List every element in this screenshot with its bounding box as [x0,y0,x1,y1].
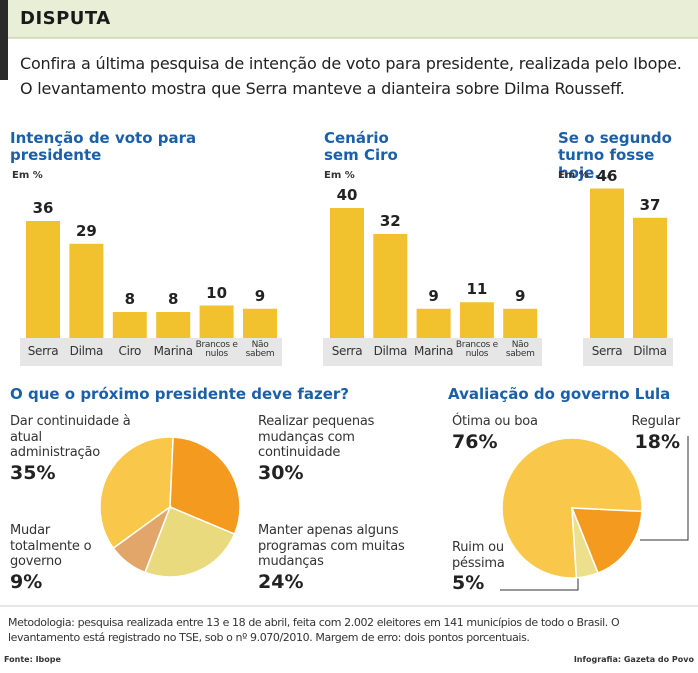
chart-title: Se o segundo turno fosse hoje... [558,129,672,182]
chart-title: Cenário sem Ciro [324,129,398,165]
value-label: 32 [379,212,401,230]
value-label: 9 [428,286,439,305]
intro-line: Confira a última pesquisa de intenção de… [20,54,682,73]
category-label: Ruim ou péssima [452,540,505,571]
value-label: 8 [167,290,179,308]
unit-label: Em % [324,170,355,181]
value-label: 8 [124,290,136,308]
unit-label: Em % [12,170,43,181]
value-label: 29 [75,221,97,240]
bar [26,221,60,338]
header-accent [0,0,8,80]
category-label: Serra [331,344,363,358]
pie-slice [112,504,172,574]
category-label: Regular [631,414,681,429]
slice-label: Ruim ou péssima 5% [452,540,512,594]
category-label: Mudar totalmente o governo [10,523,92,570]
value-label: 76% [452,430,498,453]
pie-slice [99,436,174,550]
category-label: Marina [153,344,193,358]
category-strip [583,338,673,366]
bar [243,308,277,338]
slice-label: Ótima ou boa 76% [452,414,562,452]
bar [503,308,538,338]
bar [69,243,104,338]
pie-slice [144,506,236,578]
value-label: 46 [596,166,618,185]
bar [416,308,451,338]
category-label: Dar continuidade à atual administração [10,414,131,461]
value-label: 24% [258,570,304,593]
chart-title: Avaliação do governo Lula [448,385,671,403]
value-label: 37 [639,195,661,214]
leader-line [640,436,689,541]
credit: Infografia: Gazeta do Povo [573,655,694,664]
value-label: 35% [10,461,56,484]
category-label: Serra [591,344,623,358]
category-label: Marina [414,344,454,358]
category-label: Ótima ou boa [452,414,538,429]
bar [112,312,147,338]
category-strip [323,338,542,366]
category-strip [20,338,282,366]
category-label: Manter apenas alguns programas com muita… [258,523,405,570]
slice-label: Mudar totalmente o governo 9% [10,523,105,593]
chart-title: Intenção de voto para presidente [10,129,197,165]
slice-label: Regular 18% [598,414,681,453]
category-label: Dilma [69,344,104,358]
pie-slice [169,436,241,536]
slice-label: Dar continuidade à atual administração 35… [10,414,135,484]
value-label: 5% [452,572,485,595]
value-label: 9 [514,286,526,305]
header-band [0,0,698,38]
category-label: Dilma [373,344,408,358]
pie-slice [571,507,599,579]
bar [330,208,364,338]
category-label: Brancos e nulos [195,340,238,359]
value-label: 9 [254,286,266,305]
category-label: Serra [27,344,59,358]
source: Fonte: Ibope [4,655,61,664]
intro-line: O levantamento mostra que Serra manteve … [20,79,625,98]
bar [459,302,494,338]
value-label: 10 [206,283,228,302]
chart-title: O que o próximo presidente deve fazer? [10,385,349,403]
bar [199,305,234,338]
slice-label: Realizar pequenas mudanças com continuid… [258,414,388,484]
category-label: Brancos e nulos [455,340,498,359]
value-label: 40 [336,186,358,204]
category-label: Não sabem [505,340,535,359]
value-label: 30% [258,461,304,484]
pie-slice [570,507,643,574]
category-label: Dilma [633,344,667,358]
category-label: Ciro [118,344,142,358]
header-title: DISPUTA [20,8,111,29]
bar [633,217,667,338]
methodology: Metodologia: pesquisa realizada entre 13… [8,616,620,644]
slice-label: Manter apenas alguns programas com muita… [258,523,408,593]
value-label: 18% [634,430,680,453]
value-label: 9% [10,570,43,593]
bar [590,188,624,338]
value-label: 11 [466,280,488,299]
bar [156,312,191,338]
unit-label: Em % [558,170,589,181]
category-label: Realizar pequenas mudanças com continuid… [258,414,375,461]
bar [373,234,408,338]
value-label: 36 [32,199,54,217]
category-label: Não sabem [245,340,275,359]
